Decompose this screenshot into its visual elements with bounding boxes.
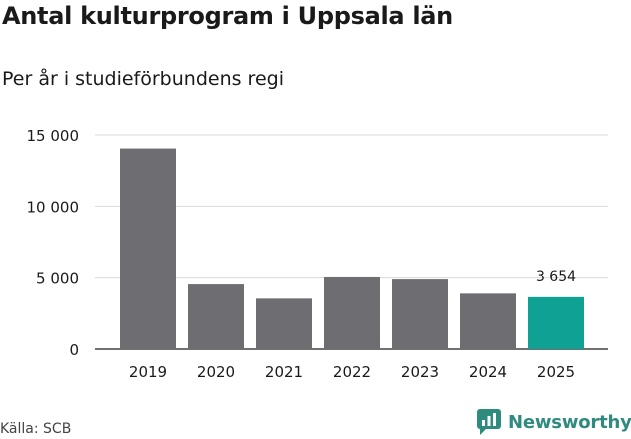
- brand-logo: Newsworthy: [476, 408, 631, 436]
- bar-2024: [460, 293, 516, 349]
- x-tick-label: 2023: [401, 363, 439, 381]
- bar-2019: [120, 148, 176, 349]
- data-label: 3 654: [536, 269, 576, 285]
- bar-2020: [188, 284, 244, 349]
- bar-2025: [528, 296, 584, 349]
- bar-2022: [324, 276, 380, 349]
- x-tick-label: 2021: [265, 363, 303, 381]
- x-tick-label: 2024: [469, 363, 507, 381]
- labels: 0 5 000 10 000 15 000 2019 2020 2021 2022 2023 20…: [27, 127, 577, 381]
- y-tick-label: 5 000: [36, 270, 79, 288]
- chart-title: Antal kulturprogram i Uppsala län: [2, 2, 453, 30]
- newsworthy-logo-icon: [477, 409, 501, 435]
- bar-2023: [392, 279, 448, 349]
- y-tick-label: 0: [69, 341, 79, 359]
- x-tick-label: 2020: [197, 363, 235, 381]
- x-tick-label: 2019: [129, 363, 167, 381]
- chart-subtitle: Per år i studieförbundens regi: [2, 68, 284, 90]
- bar-2021: [256, 298, 312, 349]
- y-tick-label: 10 000: [27, 198, 80, 216]
- y-tick-label: 15 000: [27, 127, 80, 145]
- bars: [120, 148, 584, 349]
- x-tick-label: 2022: [333, 363, 371, 381]
- brand-name: Newsworthy: [508, 411, 631, 433]
- source-note: Källa: SCB: [0, 421, 72, 437]
- x-tick-label: 2025: [537, 363, 575, 381]
